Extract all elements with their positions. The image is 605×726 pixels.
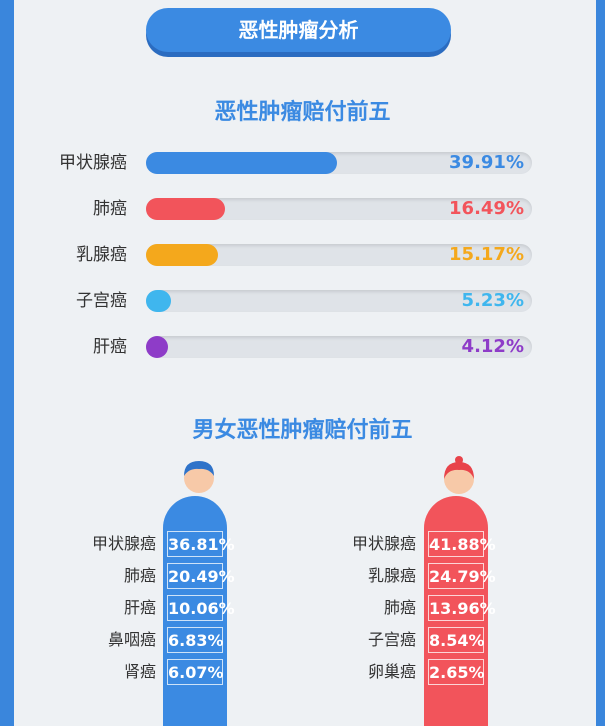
gender-category-label: 甲状腺癌 [351, 534, 416, 553]
female-panel [424, 496, 488, 726]
bar-row: 乳腺癌 15.17% [0, 242, 605, 268]
chart-title-gender-top5: 男女恶性肿瘤赔付前五 [192, 418, 413, 443]
gender-value-cell: 6.83% [167, 627, 224, 653]
bar [146, 290, 171, 312]
bar-row: 肺癌 16.49% [0, 196, 605, 222]
bar-row: 甲状腺癌 39.91% [0, 150, 605, 176]
gender-category-label: 鼻咽癌 [107, 630, 156, 649]
bar-category-label: 甲状腺癌 [59, 153, 127, 173]
bar-track: 5.23% [146, 290, 532, 312]
bar-value-label: 4.12% [461, 336, 524, 357]
gender-value-cell: 13.96% [428, 595, 496, 621]
bar-category-label: 子宫癌 [76, 291, 127, 311]
gender-category-label: 肝癌 [123, 598, 156, 617]
gender-value-cell: 6.07% [167, 659, 224, 685]
bar-track: 39.91% [146, 152, 532, 174]
bar-row: 肝癌 4.12% [0, 334, 605, 360]
content-card [14, 0, 596, 726]
bar-value-label: 16.49% [449, 198, 524, 219]
bar-value-label: 5.23% [461, 290, 524, 311]
male-panel [163, 496, 227, 726]
gender-category-label: 乳腺癌 [367, 566, 416, 585]
page-title: 恶性肿瘤分析 [146, 8, 451, 52]
gender-value-cell: 24.79% [428, 563, 496, 589]
bar-category-label: 肝癌 [93, 337, 127, 357]
chart-title-top5: 恶性肿瘤赔付前五 [214, 100, 391, 125]
gender-category-label: 肾癌 [123, 662, 156, 681]
gender-value-cell: 8.54% [428, 627, 485, 653]
male-avatar-icon [184, 461, 214, 493]
gender-category-label: 甲状腺癌 [91, 534, 156, 553]
bar-row: 子宫癌 5.23% [0, 288, 605, 314]
gender-value-cell: 10.06% [167, 595, 235, 621]
bar-category-label: 乳腺癌 [76, 245, 127, 265]
bar-value-label: 39.91% [449, 152, 524, 173]
bar-track: 15.17% [146, 244, 532, 266]
bar-track: 16.49% [146, 198, 532, 220]
gender-category-label: 肺癌 [383, 598, 416, 617]
gender-value-cell: 36.81% [167, 531, 235, 557]
gender-value-cell: 41.88% [428, 531, 496, 557]
bar [146, 198, 225, 220]
gender-category-label: 卵巢癌 [367, 662, 416, 681]
bar [146, 336, 168, 358]
bar [146, 152, 337, 174]
gender-category-label: 肺癌 [123, 566, 156, 585]
bar [146, 244, 219, 266]
gender-value-cell: 20.49% [167, 563, 235, 589]
bar-value-label: 15.17% [449, 244, 524, 265]
gender-category-label: 子宫癌 [367, 630, 416, 649]
gender-value-cell: 2.65% [428, 659, 485, 685]
female-avatar-icon [444, 456, 474, 494]
bar-track: 4.12% [146, 336, 532, 358]
bar-category-label: 肺癌 [93, 199, 127, 219]
